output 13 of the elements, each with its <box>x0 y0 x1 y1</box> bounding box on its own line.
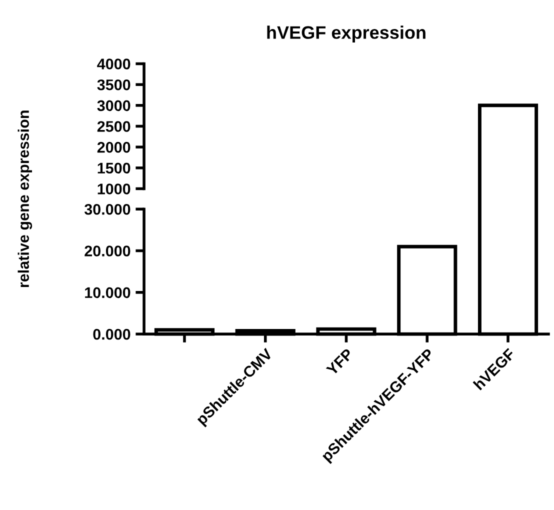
y-tick-label: 3000 <box>97 100 130 112</box>
y-tick-label: 1000 <box>98 184 130 194</box>
y-tick-label: 4000 <box>97 58 130 70</box>
y-axis-title: relative gene expression <box>18 110 32 288</box>
y-tick-label: 30.000 <box>84 204 130 215</box>
y-tick-label: 0.000 <box>93 328 130 340</box>
chart-title: hVEGF expression <box>267 26 426 42</box>
y-tick-label: 1500 <box>98 162 130 174</box>
y-tick-label: 2000 <box>97 142 130 153</box>
y-tick-label: 10.000 <box>85 287 130 298</box>
y-tick-label: 3500 <box>97 79 130 90</box>
y-tick-label: 2500 <box>97 121 130 132</box>
y-tick-label: 20.000 <box>84 246 130 256</box>
